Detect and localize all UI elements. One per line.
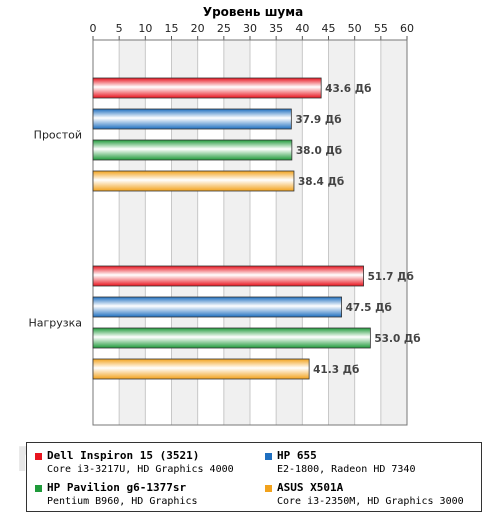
legend-spec-hp-pavilion: Pentium B960, HD Graphics xyxy=(47,496,198,507)
bar xyxy=(92,327,371,349)
legend-name-hp-pavilion: HP Pavilion g6-1377sr xyxy=(47,481,187,494)
x-tick-label: 40 xyxy=(295,22,309,35)
x-tick-label: 50 xyxy=(348,22,362,35)
bar xyxy=(92,265,364,287)
bar xyxy=(92,139,293,161)
data-label: 37.9 Дб xyxy=(295,114,341,126)
bar xyxy=(92,108,292,130)
plot-border xyxy=(92,39,408,426)
legend-name-hp655: HP 655 xyxy=(277,449,317,462)
grid-band xyxy=(380,40,407,425)
legend: Dell Inspiron 15 (3521) Core i3-3217U, H… xyxy=(26,442,482,512)
grid-band xyxy=(328,40,355,425)
x-tick-label: 15 xyxy=(165,22,179,35)
legend-name-dell: Dell Inspiron 15 (3521) xyxy=(47,449,200,462)
bar xyxy=(92,77,322,99)
bar xyxy=(92,170,295,192)
legend-name-asus: ASUS X501A xyxy=(277,481,344,494)
x-tick-label: 60 xyxy=(400,22,414,35)
bar xyxy=(92,358,310,380)
x-tick-label: 0 xyxy=(90,22,97,35)
legend-spec-asus: Core i3-2350M, HD Graphics 3000 xyxy=(277,496,464,507)
legend-spec-hp655: E2-1800, Radeon HD 7340 xyxy=(277,464,416,475)
x-tick-label: 45 xyxy=(322,22,336,35)
legend-swatch-hp-pavilion xyxy=(35,485,42,492)
x-tick-label: 55 xyxy=(374,22,388,35)
legend-swatch-asus xyxy=(265,485,272,492)
category-label: Нагрузка xyxy=(28,317,82,330)
data-label: 38.4 Дб xyxy=(298,176,344,188)
data-label: 43.6 Дб xyxy=(325,83,371,95)
legend-swatch-dell xyxy=(35,453,42,460)
category-label: Простой xyxy=(34,129,82,142)
data-label: 41.3 Дб xyxy=(313,364,359,376)
x-tick-label: 20 xyxy=(191,22,205,35)
data-label: 51.7 Дб xyxy=(368,271,414,283)
data-label: 47.5 Дб xyxy=(346,302,392,314)
x-tick-label: 25 xyxy=(217,22,231,35)
x-tick-label: 35 xyxy=(269,22,283,35)
data-label: 38.0 Дб xyxy=(296,145,342,157)
x-tick-label: 10 xyxy=(138,22,152,35)
bar xyxy=(92,296,342,318)
data-label: 53.0 Дб xyxy=(374,333,420,345)
x-tick-label: 5 xyxy=(116,22,123,35)
chart-title: Уровень шума xyxy=(203,5,303,19)
x-tick-label: 30 xyxy=(243,22,257,35)
legend-spec-dell: Core i3-3217U, HD Graphics 4000 xyxy=(47,464,234,475)
legend-swatch-hp655 xyxy=(265,453,272,460)
noise-level-chart: Уровень шума 0 5 10 15 20 25 30 35 40 45 50 55 60 Пр… xyxy=(28,5,421,426)
